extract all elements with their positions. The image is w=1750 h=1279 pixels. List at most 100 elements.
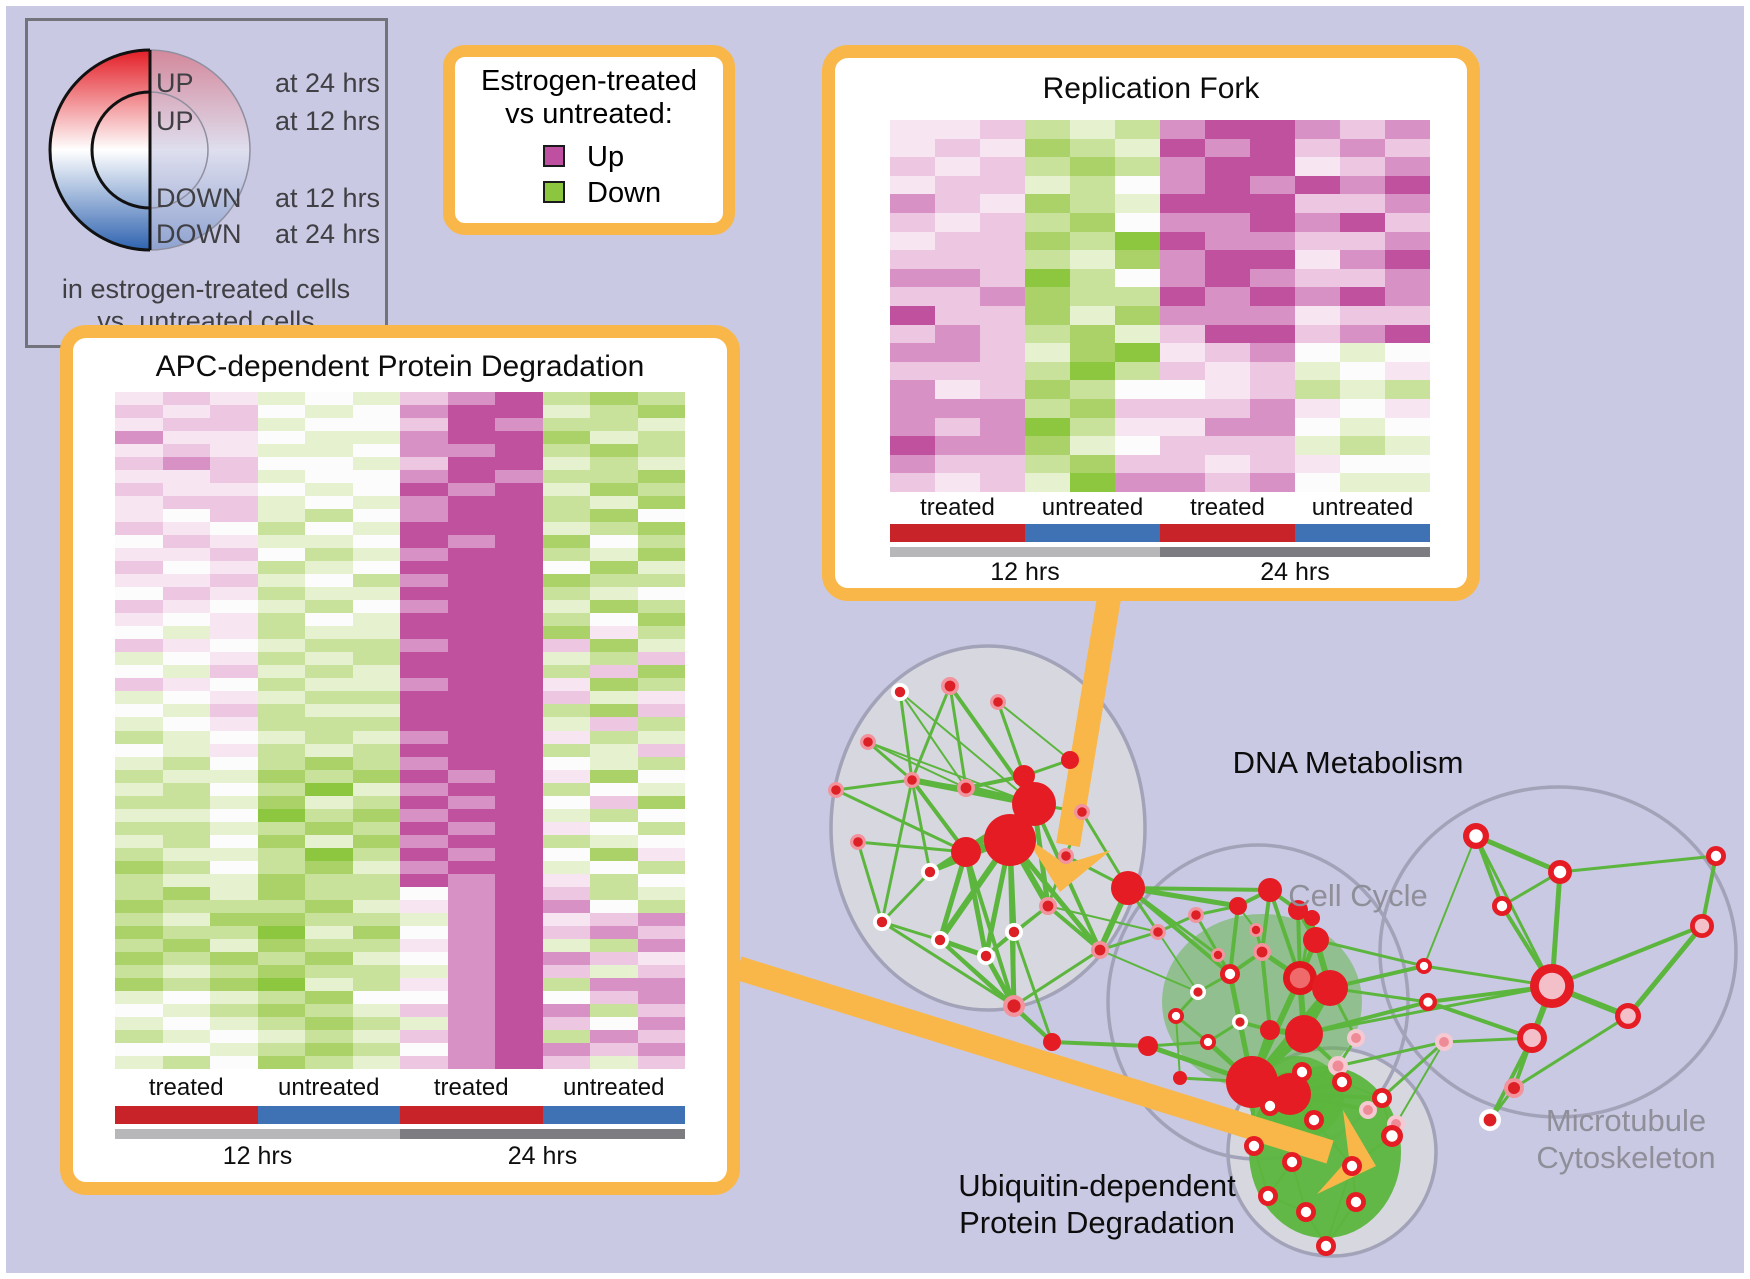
heatmap-cell	[495, 600, 543, 614]
heatmap-cell	[305, 912, 353, 926]
heatmap-cell	[542, 678, 590, 692]
heatmap-cell	[1340, 250, 1385, 269]
heatmap-cell	[400, 769, 448, 783]
heatmap-cell	[590, 730, 638, 744]
heatmap-cell	[115, 574, 163, 588]
heatmap-cell	[400, 600, 448, 614]
heatmap-cell	[495, 756, 543, 770]
heatmap-cell	[305, 392, 353, 406]
heatmap-cell	[305, 548, 353, 562]
heatmap-cell	[1160, 306, 1205, 325]
heatmap-cell	[1250, 268, 1295, 288]
heatmap-cell	[1160, 250, 1205, 269]
heatmap-cell	[305, 860, 353, 874]
heatmap-cell	[890, 343, 935, 362]
heatmap-cell	[400, 821, 448, 835]
heatmap-cell	[257, 795, 305, 809]
heatmap-cell	[637, 574, 685, 588]
heatmap-cell	[495, 977, 543, 991]
heatmap-cell	[637, 1055, 685, 1069]
heatmap-cell	[400, 1003, 448, 1017]
heatmap-cell	[1385, 324, 1430, 344]
figure-background: DNA Metabolism Cell Cycle Microtubule Cytos…	[6, 6, 1744, 1273]
heatmap-cell	[542, 717, 590, 731]
network-node-center	[1008, 926, 1020, 938]
heatmap-cell	[447, 925, 495, 939]
heatmap-cell	[637, 782, 685, 796]
heatmap-cell	[637, 743, 685, 757]
heatmap-cell	[447, 1042, 495, 1056]
heatmap-cell	[495, 561, 543, 575]
heatmap-cell	[1025, 417, 1070, 437]
heatmap-cell	[447, 665, 495, 679]
network-edge	[1625, 923, 1705, 1019]
heatmap-cell	[352, 1016, 400, 1030]
heatmap-cell	[1070, 473, 1115, 492]
heatmap-cell	[257, 990, 305, 1004]
heatmap-cell	[447, 392, 495, 406]
heatmap-cell	[637, 639, 685, 653]
heatmap-cell	[400, 522, 448, 536]
heatmap-cell	[400, 470, 448, 484]
network-node	[1226, 1056, 1278, 1108]
heatmap-cell	[542, 769, 590, 783]
heatmap-cell	[352, 860, 400, 874]
heatmap-cell	[115, 639, 163, 653]
heatmap-cell	[495, 899, 543, 913]
heatmap-cell	[162, 587, 210, 601]
heatmap-cell	[542, 652, 590, 666]
heatmap-cell	[495, 548, 543, 562]
heatmap-cell	[1205, 361, 1250, 381]
heatmap-cell	[495, 691, 543, 705]
network-edge	[1512, 1014, 1630, 1090]
heatmap-cell	[637, 600, 685, 614]
heatmap-cell	[162, 496, 210, 510]
heatmap-cell	[447, 743, 495, 757]
network-edge	[1194, 913, 1232, 976]
heatmap-cell	[210, 613, 258, 627]
heatmap-cell	[1340, 324, 1385, 344]
heatmap-cell	[495, 912, 543, 926]
heatmap-cell	[1295, 120, 1340, 139]
heatmap-cell	[1115, 380, 1160, 399]
heatmap-cell	[400, 535, 448, 549]
heatmap-cell	[447, 548, 495, 562]
heatmap-cell	[890, 399, 935, 418]
heatmap-cell	[352, 665, 400, 679]
at-24-top-label: at 24 hrs	[275, 68, 380, 98]
heatmap-cell	[590, 613, 638, 627]
heatmap-cell	[935, 175, 980, 195]
heatmap-cell	[210, 990, 258, 1004]
heatmap-cell	[542, 1029, 590, 1043]
heatmap-cell	[637, 444, 685, 458]
heatmap-cell	[305, 730, 353, 744]
heatmap-cell	[637, 964, 685, 978]
heatmap-cell	[1115, 138, 1160, 158]
heatmap-cell	[115, 509, 163, 523]
network-node-center	[1007, 999, 1021, 1013]
heatmap-cell	[257, 678, 305, 692]
heatmap-cell	[980, 343, 1025, 362]
heatmap-cell	[1205, 306, 1250, 325]
heatmap-cell	[115, 704, 163, 718]
heatmap-cell	[890, 231, 935, 251]
heatmap-cell	[935, 380, 980, 399]
network-edge	[1473, 833, 1563, 875]
heatmap-cell	[305, 561, 353, 575]
network-node	[1173, 1071, 1187, 1085]
heatmap-cell	[305, 964, 353, 978]
heatmap-cell	[542, 704, 590, 718]
rf-panel-title: Replication Fork	[1042, 72, 1260, 105]
network-edge	[964, 850, 1016, 1008]
rf-group-labels: treated untreated treated untreated	[890, 494, 1430, 522]
heatmap-cell	[447, 938, 495, 952]
heatmap-cell	[115, 847, 163, 861]
network-node	[1138, 1036, 1158, 1056]
heatmap-cell	[1250, 120, 1295, 139]
heatmap-cell	[305, 743, 353, 757]
heatmap-cell	[1295, 138, 1340, 158]
network-node-center	[1061, 851, 1071, 861]
rf-time-bars	[890, 547, 1430, 557]
network-node-center	[831, 785, 841, 795]
legend-title-line2: vs untreated:	[505, 98, 673, 130]
